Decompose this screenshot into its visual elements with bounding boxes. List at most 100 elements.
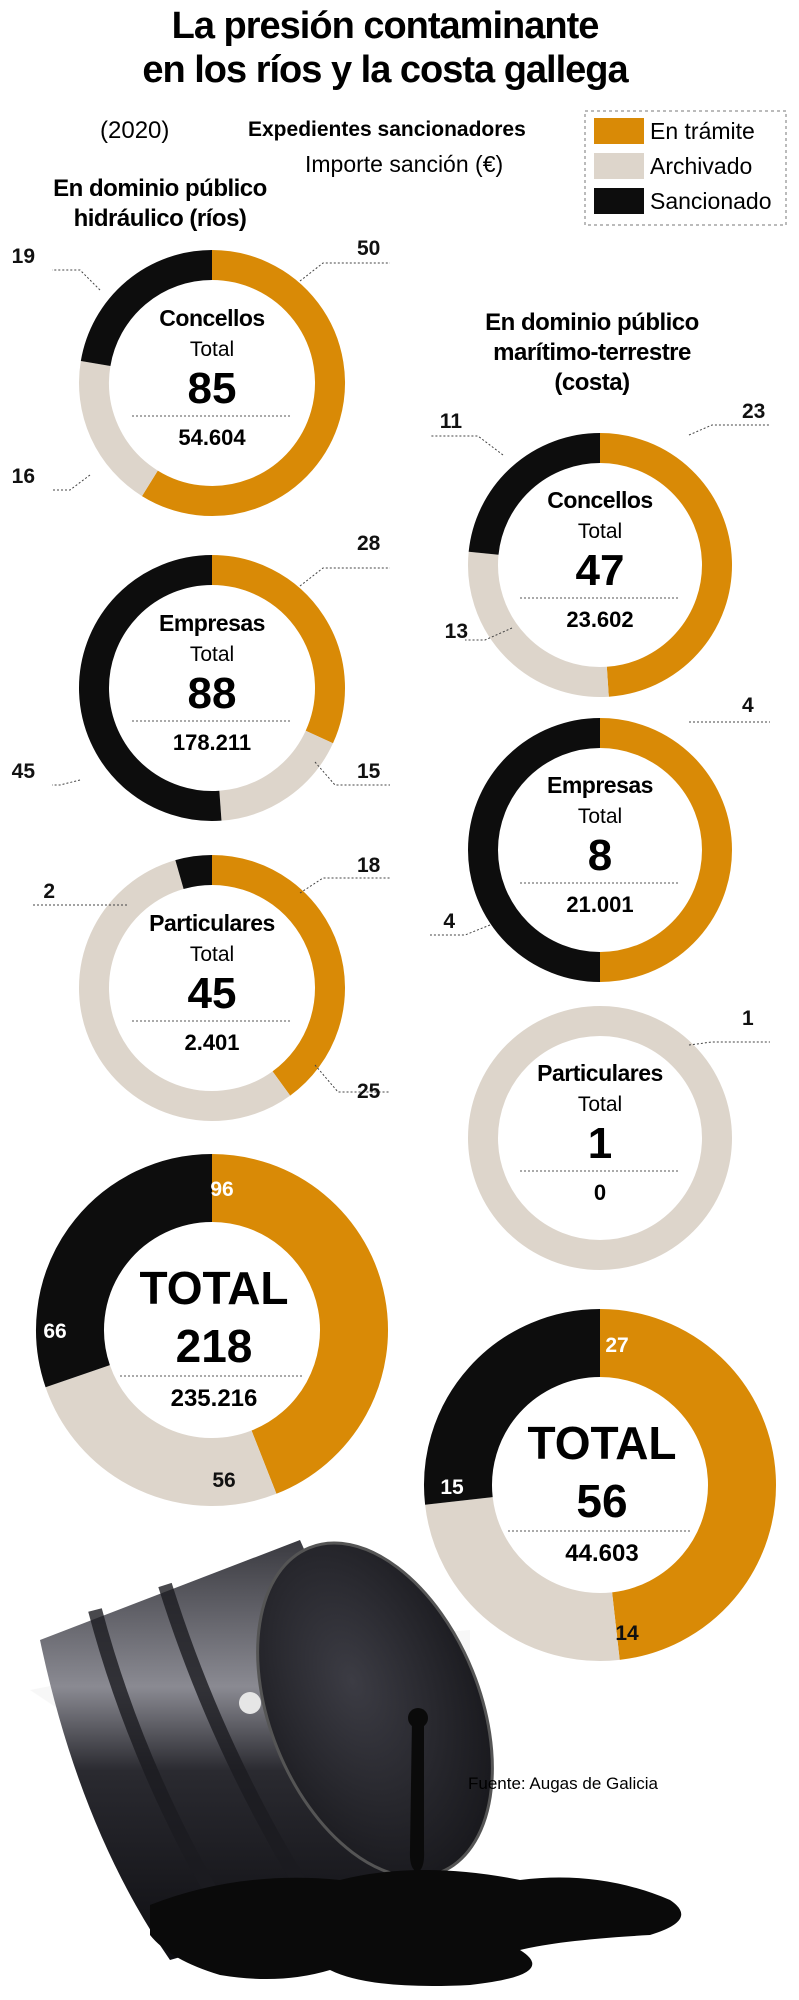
donut-rios-total-total: 218 xyxy=(176,1320,253,1372)
donut-rios-concellos-value-label: 16 xyxy=(12,465,35,488)
barrel-lid xyxy=(257,1543,493,1877)
donut-rios-total-segment-sancionado xyxy=(36,1154,213,1388)
donut-costa-concellos-value-label: 23 xyxy=(742,400,765,423)
donut-rios-total-segment-en-tramite xyxy=(211,1154,388,1494)
title-line-2: en los ríos y la costa gallega xyxy=(142,49,629,91)
source-note: Fuente: Augas de Galicia xyxy=(468,1774,659,1793)
donut-costa-particulares-total-label: Total xyxy=(578,1093,622,1116)
donut-rios-empresas-segment-archivado xyxy=(218,730,333,821)
donut-rios-concellos-name: Concellos xyxy=(159,305,264,331)
donut-costa-concellos-segment-archivado xyxy=(468,551,609,697)
donut-rios-total-segment-archivado xyxy=(45,1364,277,1506)
donut-costa-concellos-importe: 23.602 xyxy=(566,607,633,632)
donut-rios-total-value-label: 96 xyxy=(210,1178,233,1201)
donut-rios-empresas-leader-2 xyxy=(52,779,81,786)
donut-costa-concellos-value-label: 13 xyxy=(445,620,468,643)
donut-costa-total-segment-en-tramite xyxy=(599,1309,777,1660)
legend-subtitle: Importe sanción (€) xyxy=(305,151,503,177)
donut-rios-empresas-value-label: 45 xyxy=(12,760,36,783)
donut-rios-concellos-leader-2 xyxy=(52,269,101,291)
donut-rios-particulares-segment-en-tramite xyxy=(211,855,345,1096)
donut-costa-concellos-leader-0 xyxy=(688,424,770,436)
donut-rios-concellos-leader-0 xyxy=(299,262,390,282)
donut-rios-total-value-label: 56 xyxy=(212,1469,235,1492)
donut-rios-particulares-segment-sancionado xyxy=(175,855,213,890)
donut-costa-total-segment-sancionado xyxy=(424,1309,601,1505)
donut-rios-empresas-segment-sancionado xyxy=(79,555,222,821)
oil-drip xyxy=(409,1720,425,1872)
donut-costa-particulares-importe: 0 xyxy=(594,1180,606,1205)
donut-costa-particulares-leader-1 xyxy=(688,1041,770,1046)
donut-costa-concellos-value-label: 11 xyxy=(440,410,463,433)
legend: En trámite Archivado Sancionado xyxy=(584,110,787,226)
donut-costa-empresas-total-label: Total xyxy=(578,805,622,828)
donut-costa-total-value-label: 15 xyxy=(440,1476,464,1499)
donut-rios-concellos-segment-sancionado xyxy=(80,250,213,367)
donut-rios-particulares-total-label: Total xyxy=(190,943,234,966)
donut-rios-particulares-segment-archivado xyxy=(79,860,291,1121)
donut-rios-empresas-value-label: 15 xyxy=(357,760,381,783)
legend-frame xyxy=(584,110,787,226)
donut-costa-empresas-value-label: 4 xyxy=(742,694,754,717)
donut-rios-empresas-total-label: Total xyxy=(190,643,234,666)
donut-rios-empresas-leader-0 xyxy=(299,567,390,587)
legend-swatch-archivado xyxy=(594,153,644,179)
donut-costa-total-name: TOTAL xyxy=(527,1417,676,1469)
donut-rios-empresas-value-label: 28 xyxy=(357,532,381,555)
section-costa-line-1: En dominio público xyxy=(485,309,699,336)
donut-rios-particulares-name: Particulares xyxy=(149,910,275,936)
donut-costa-concellos-leader-1 xyxy=(465,627,513,641)
donut-costa-empresas-total: 8 xyxy=(588,831,612,880)
donut-costa-empresas-leader-2 xyxy=(430,924,491,936)
donut-rios-particulares-importe: 2.401 xyxy=(184,1030,239,1055)
legend-swatch-sancionado xyxy=(594,188,644,214)
oil-spill xyxy=(150,1870,682,1986)
donut-costa-concellos-segment-en-tramite xyxy=(599,433,732,697)
oil-barrel-illustration xyxy=(30,1540,682,1986)
donut-costa-concellos-segment-sancionado xyxy=(468,433,601,556)
donut-rios-concellos-value-label: 19 xyxy=(12,245,35,268)
donut-rios-empresas-segment-en-tramite xyxy=(211,555,345,744)
legend-label-sancionado: Sancionado xyxy=(650,188,772,214)
section-costa-line-3: (costa) xyxy=(554,369,629,396)
donut-costa-total-segment-archivado xyxy=(425,1496,620,1661)
donut-costa-concellos-name: Concellos xyxy=(547,487,652,513)
donut-rios-particulares-value-label: 18 xyxy=(357,854,381,877)
donut-costa-total-value-label: 14 xyxy=(615,1622,639,1645)
legend-label-en-tramite: En trámite xyxy=(650,118,755,144)
donut-rios-total-importe: 235.216 xyxy=(171,1385,258,1412)
donut-rios-particulares-total: 45 xyxy=(188,969,237,1018)
donut-rios-concellos-total: 85 xyxy=(188,364,237,413)
donut-rios-concellos-value-label: 50 xyxy=(357,237,380,260)
donut-rios-empresas-importe: 178.211 xyxy=(173,730,251,755)
donut-rios-particulares-value-label: 25 xyxy=(357,1080,381,1103)
donut-costa-concellos-total: 47 xyxy=(576,546,625,595)
section-costa-line-2: marítimo-terrestre xyxy=(493,339,691,366)
section-rios-line-2: hidráulico (ríos) xyxy=(74,205,247,232)
legend-swatch-en-tramite xyxy=(594,118,644,144)
donut-rios-empresas-total: 88 xyxy=(188,669,237,718)
donut-costa-particulares-total: 1 xyxy=(588,1119,612,1168)
donut-costa-empresas-value-label: 4 xyxy=(443,910,455,933)
donut-costa-total-importe: 44.603 xyxy=(565,1540,638,1567)
donut-costa-empresas-segment-en-tramite xyxy=(599,718,732,982)
donut-costa-empresas-importe: 21.001 xyxy=(566,892,633,917)
donut-rios-total-value-label: 66 xyxy=(43,1320,66,1343)
donut-costa-particulares-value-label: 1 xyxy=(742,1007,754,1030)
legend-title: Expedientes sancionadores xyxy=(248,118,526,141)
donut-rios-concellos-segment-archivado xyxy=(79,360,159,497)
donut-rios-total-name: TOTAL xyxy=(139,1262,288,1314)
donut-rios-particulares-leader-0 xyxy=(299,877,390,894)
barrel-cap xyxy=(239,1692,261,1714)
donut-costa-concellos-leader-2 xyxy=(430,435,504,456)
donut-charts: 50 16 19 Concellos Total 85 54.604 28 15 45 Empres… xyxy=(12,237,777,1661)
section-rios-line-1: En dominio público xyxy=(53,175,267,202)
barrel-body xyxy=(40,1540,450,1960)
donut-costa-empresas-segment-sancionado xyxy=(468,718,601,982)
title-line-1: La presión contaminante xyxy=(172,5,599,47)
donut-costa-total-value-label: 27 xyxy=(605,1334,628,1357)
donut-costa-concellos-total-label: Total xyxy=(578,520,622,543)
donut-costa-empresas-name: Empresas xyxy=(547,772,653,798)
donut-rios-concellos-importe: 54.604 xyxy=(178,425,246,450)
